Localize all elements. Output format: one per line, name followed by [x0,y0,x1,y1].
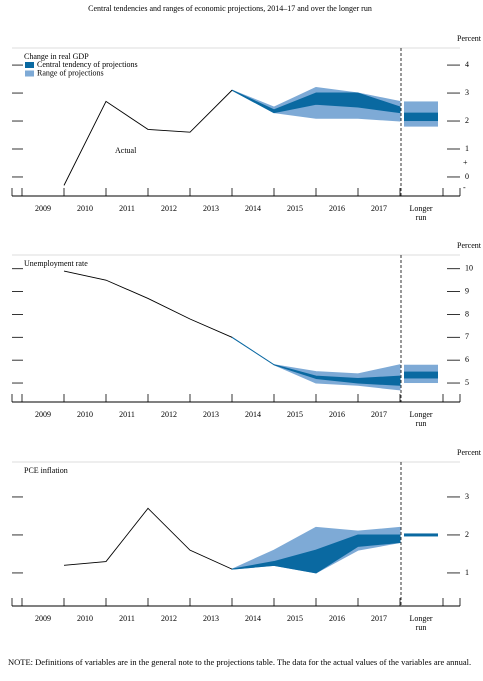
projection-band [231,534,401,574]
actual-line [63,89,233,186]
x-tick-label: 2010 [77,204,93,213]
x-tick-label: 2016 [329,614,345,623]
actual-line [63,270,233,338]
legend-swatch [25,70,34,77]
x-tick-label: 2010 [77,614,93,623]
panel-title: PCE inflation [24,466,68,475]
note: NOTE: Definitions of variables are in th… [8,657,472,667]
x-tick-label: 2016 [329,410,345,419]
legend-label: Central tendency of projections [37,60,138,69]
y-tick-label: 3 [465,88,469,97]
x-tick-label: 2015 [287,614,303,623]
x-tick-label: 2013 [203,204,219,213]
x-tick-label: 2009 [35,204,51,213]
y-tick-label: 1 [465,568,469,577]
x-tick-label: 2017 [371,614,387,623]
x-tick-label: 2015 [287,410,303,419]
actual-line [63,507,233,570]
x-tick-label: 2011 [119,204,135,213]
longer-run-band [404,533,438,537]
unit-label: Percent [457,34,482,43]
y-tick-label: 6 [465,355,469,364]
x-tick-label: 2014 [245,204,261,213]
y-tick-label: 10 [465,264,473,273]
y-tick-label: 8 [465,309,469,318]
legend-swatch [25,62,34,68]
x-tick-label: 2009 [35,410,51,419]
x-tick-label: 2010 [77,410,93,419]
sign-label: - [463,183,466,192]
annotation: Actual [115,146,137,155]
x-tick-label: 2011 [119,614,135,623]
x-tick-label: 2009 [35,614,51,623]
y-tick-label: 4 [465,60,469,69]
x-tick-label: 2012 [161,614,177,623]
x-tick-label: 2014 [245,410,261,419]
legend-label: Range of projections [37,68,104,77]
x-tick-label: 2013 [203,410,219,419]
y-tick-label: 5 [465,378,469,387]
x-tick-label: 2014 [245,614,261,623]
y-tick-label: 7 [465,332,469,341]
page-title: Central tendencies and ranges of economi… [88,4,372,13]
unit-label: Percent [457,241,482,250]
x-tick-label: 2016 [329,204,345,213]
x-tick-label: 2012 [161,410,177,419]
x-tick-label: Longer run [409,410,432,428]
panel-title: Unemployment rate [24,259,88,268]
panel-title: Change in real GDP [24,52,89,61]
projection-band [231,336,401,386]
y-tick-label: 2 [465,530,469,539]
longer-run-band [404,112,438,122]
x-tick-label: Longer run [409,614,432,632]
x-tick-label: Longer run [409,204,432,222]
y-tick-label: 2 [465,116,469,125]
sign-label: + [463,158,468,167]
x-tick-label: 2012 [161,204,177,213]
x-tick-label: 2017 [371,410,387,419]
x-tick-label: 2015 [287,204,303,213]
y-tick-label: 3 [465,492,469,501]
projection-band [231,89,401,114]
y-tick-label: 1 [465,144,469,153]
y-tick-label: 0 [465,172,469,181]
x-tick-label: 2013 [203,614,219,623]
y-tick-label: 9 [465,286,469,295]
unit-label: Percent [457,448,482,457]
x-tick-label: 2011 [119,410,135,419]
x-tick-label: 2017 [371,204,387,213]
longer-run-band [404,371,438,379]
